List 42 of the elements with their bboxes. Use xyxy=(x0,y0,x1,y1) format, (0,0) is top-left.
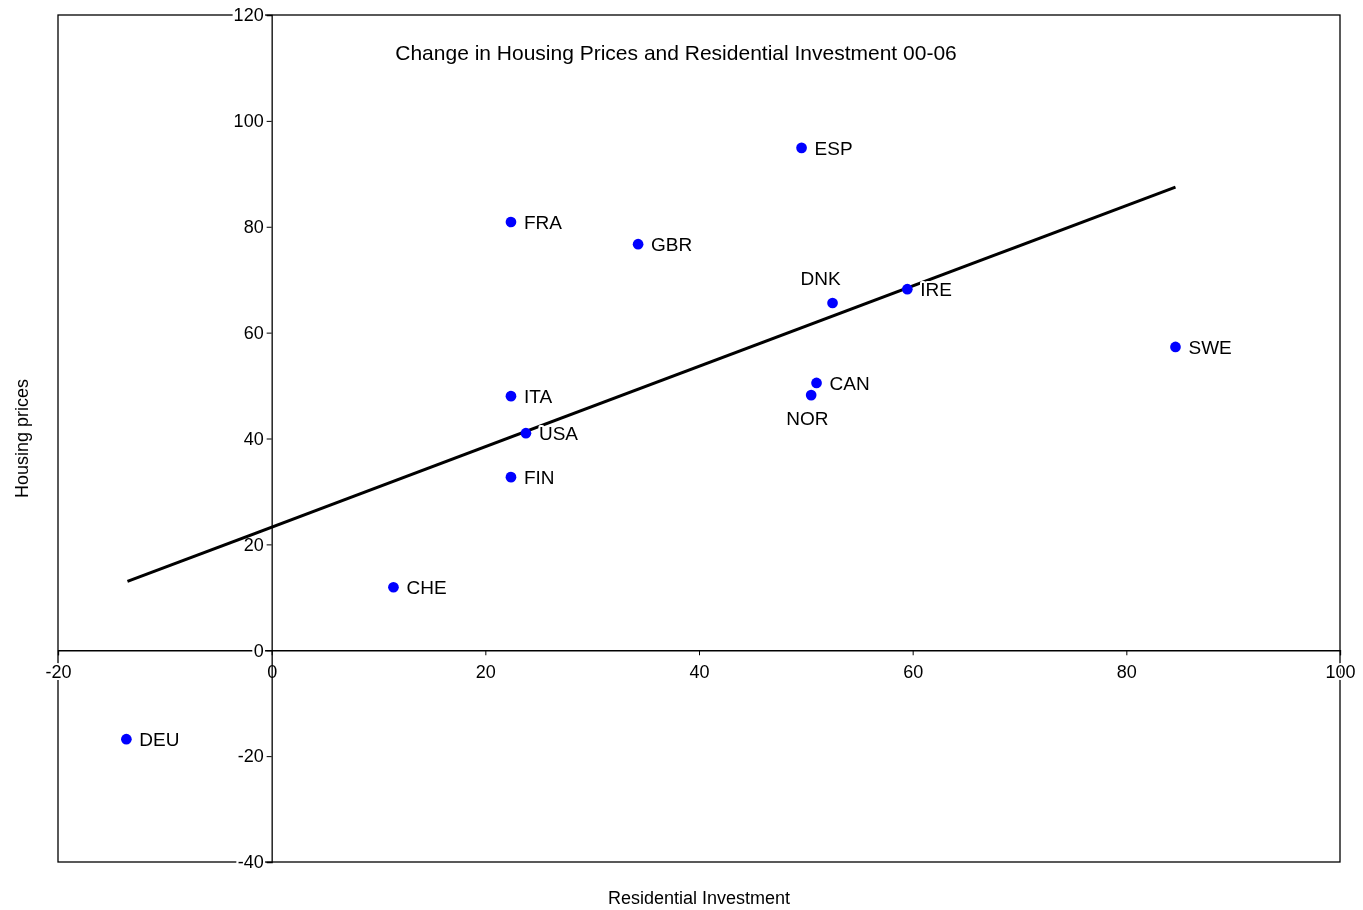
x-tick-label: 80 xyxy=(1116,662,1137,683)
y-tick-label: 0 xyxy=(253,640,264,661)
annotation: ESP xyxy=(814,137,853,159)
annotation: ITA xyxy=(523,386,553,408)
point xyxy=(811,377,822,389)
y-axis-title: Housing prices xyxy=(12,378,32,499)
annotation: DEU xyxy=(139,729,180,751)
y-tick-label: 60 xyxy=(243,322,264,343)
annotation: DNK xyxy=(800,267,841,289)
y-tick-label: 120 xyxy=(233,5,264,26)
annotation: SWE xyxy=(1188,336,1232,358)
point xyxy=(505,216,517,228)
y-tick-label: 40 xyxy=(243,428,264,449)
point xyxy=(505,390,517,402)
point xyxy=(827,297,838,309)
y-tick-label: -20 xyxy=(237,746,264,767)
point xyxy=(505,471,517,483)
x-axis-title: Residential Investment xyxy=(607,888,791,908)
y-tick-label: 100 xyxy=(233,111,264,132)
x-tick-label: 60 xyxy=(903,662,924,683)
y-tick-label: 20 xyxy=(243,534,264,555)
point xyxy=(632,238,644,250)
x-tick-label: 40 xyxy=(689,662,710,683)
annotation: CHE xyxy=(406,577,447,599)
point xyxy=(1170,341,1181,353)
point xyxy=(121,733,132,745)
point xyxy=(805,389,817,401)
y-tick-label: -40 xyxy=(237,852,264,873)
point xyxy=(520,427,532,439)
point xyxy=(796,142,807,154)
annotation: IRE xyxy=(920,279,953,301)
annotation: GBR xyxy=(651,234,693,256)
annotation: FRA xyxy=(523,211,563,233)
text: Change in Housing Prices and Residential Investment 00-06 xyxy=(395,41,957,64)
annotation: CAN xyxy=(829,372,870,394)
point xyxy=(901,283,913,295)
annotation: USA xyxy=(538,423,579,445)
x-tick-label: 20 xyxy=(475,662,496,683)
y-tick-label: 80 xyxy=(243,217,264,238)
annotation: NOR xyxy=(786,408,829,430)
point xyxy=(388,581,399,593)
annotation: FIN xyxy=(523,467,555,489)
